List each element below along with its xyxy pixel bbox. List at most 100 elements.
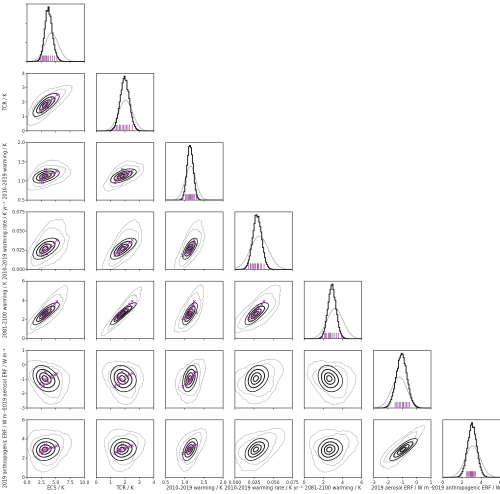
model-point-11 bbox=[248, 312, 252, 316]
posterior-contour bbox=[317, 438, 343, 461]
model-point-9 bbox=[258, 311, 262, 315]
prior-contour bbox=[26, 284, 69, 336]
posterior-contour bbox=[182, 302, 198, 326]
x-tick-label: 1.0 bbox=[181, 480, 188, 486]
model-point-8 bbox=[117, 177, 121, 181]
x-tick-label: 1 bbox=[109, 480, 112, 486]
model-point-3 bbox=[124, 244, 128, 248]
posterior-contour bbox=[36, 441, 56, 458]
x-axis-label-1: TCR / K bbox=[115, 485, 134, 491]
model-point-8 bbox=[42, 106, 46, 110]
x-tick-label: 0.050 bbox=[267, 480, 280, 486]
model-point-8 bbox=[185, 383, 189, 387]
model-point-4 bbox=[191, 302, 195, 306]
model-point-10 bbox=[126, 244, 130, 248]
y-tick-label: 2.0 bbox=[18, 140, 25, 146]
model-point-7 bbox=[55, 93, 59, 97]
y-tick-label: -2 bbox=[20, 391, 25, 397]
model-point-4 bbox=[53, 170, 57, 175]
posterior-contour bbox=[252, 375, 259, 382]
x-tick-label: 0 bbox=[415, 480, 418, 486]
model-point-12 bbox=[41, 110, 45, 114]
model-point-9 bbox=[43, 242, 47, 246]
prior-contour bbox=[234, 428, 286, 472]
model-point-12 bbox=[113, 384, 117, 388]
model-point-6 bbox=[46, 247, 50, 251]
x-axis-label-5: 2019 aerosol ERF / W m⁻² bbox=[371, 485, 433, 491]
panel-frame bbox=[26, 350, 85, 409]
model-point-11 bbox=[45, 377, 49, 381]
prior-contour bbox=[29, 293, 64, 330]
model-point-6 bbox=[46, 380, 50, 384]
posterior-contour bbox=[113, 240, 133, 257]
posterior-contour bbox=[32, 168, 60, 184]
prior-contour bbox=[103, 160, 145, 192]
panel-frame bbox=[442, 419, 500, 478]
model-point-9 bbox=[120, 167, 124, 171]
x-tick-label: 0.025 bbox=[248, 480, 261, 486]
y-tick-label: 2 bbox=[22, 317, 25, 323]
model-point-4 bbox=[191, 241, 195, 245]
posterior-histogram bbox=[96, 75, 154, 132]
model-point-10 bbox=[126, 304, 130, 308]
model-point-6 bbox=[187, 380, 191, 384]
model-point-9 bbox=[43, 370, 47, 374]
model-point-12 bbox=[113, 181, 117, 185]
model-point-10 bbox=[50, 304, 54, 308]
joint-panel-4-3 bbox=[234, 280, 293, 341]
model-point-6 bbox=[46, 100, 50, 104]
model-point-4 bbox=[127, 241, 131, 245]
posterior-histogram bbox=[373, 352, 431, 409]
model-point-10 bbox=[50, 97, 54, 101]
model-point-10 bbox=[190, 244, 194, 248]
model-point-12 bbox=[41, 181, 45, 185]
x-axis-label-4: 2081-2100 warming / K bbox=[305, 485, 362, 491]
y-tick-label: 0 bbox=[22, 336, 25, 342]
y-tick-label: 4 bbox=[22, 298, 25, 304]
panel-frame bbox=[165, 280, 224, 340]
model-point-6 bbox=[187, 447, 191, 451]
prior-density-line bbox=[442, 445, 500, 478]
posterior-contour bbox=[41, 446, 49, 453]
model-point-9 bbox=[120, 311, 124, 315]
prior-density-line bbox=[26, 32, 85, 62]
model-point-7 bbox=[55, 444, 59, 448]
model-point-5 bbox=[114, 178, 118, 182]
x-tick-label: 0 bbox=[441, 480, 444, 486]
x-tick-label: 7.5 bbox=[67, 480, 74, 486]
joint-panel-2-0: 0.5 1.0 1.5 2.0 bbox=[18, 140, 85, 204]
model-point-0 bbox=[116, 249, 120, 253]
posterior-contour bbox=[393, 441, 414, 458]
model-point-5 bbox=[38, 251, 42, 255]
marginal-panel-6: 0 2 4 6 bbox=[441, 419, 500, 486]
x-tick-label: 1 bbox=[430, 480, 433, 486]
model-point-10 bbox=[126, 376, 130, 380]
model-point-9 bbox=[43, 443, 47, 447]
panel-frame bbox=[96, 211, 155, 270]
model-point-0 bbox=[40, 249, 44, 253]
x-tick-label: -1 bbox=[400, 480, 405, 486]
prior-contour bbox=[30, 433, 65, 467]
panel-frame bbox=[26, 211, 85, 270]
model-point-12 bbox=[181, 451, 185, 455]
prior-contour bbox=[306, 360, 357, 405]
y-tick-label: 0.5 bbox=[18, 198, 25, 204]
model-point-3 bbox=[49, 244, 53, 248]
model-point-10 bbox=[126, 171, 130, 175]
prior-contour bbox=[26, 429, 73, 473]
panel-frame bbox=[303, 350, 363, 409]
joint-panel-1-0: 0 1 2 3 4 bbox=[22, 71, 85, 134]
joint-panel-2-1 bbox=[96, 142, 155, 202]
model-point-7 bbox=[192, 371, 196, 376]
model-point-9 bbox=[120, 443, 124, 447]
prior-contour bbox=[29, 366, 63, 399]
prior-contour bbox=[175, 427, 207, 472]
posterior-contour bbox=[326, 446, 333, 453]
marginal-panel-5 bbox=[373, 350, 432, 410]
model-point-8 bbox=[251, 315, 255, 319]
y-tick-label: 2 bbox=[22, 456, 25, 462]
prior-contour bbox=[237, 432, 278, 465]
y-tick-label: 4 bbox=[22, 71, 25, 77]
model-point-12 bbox=[181, 254, 185, 258]
prior-contour bbox=[31, 88, 67, 119]
